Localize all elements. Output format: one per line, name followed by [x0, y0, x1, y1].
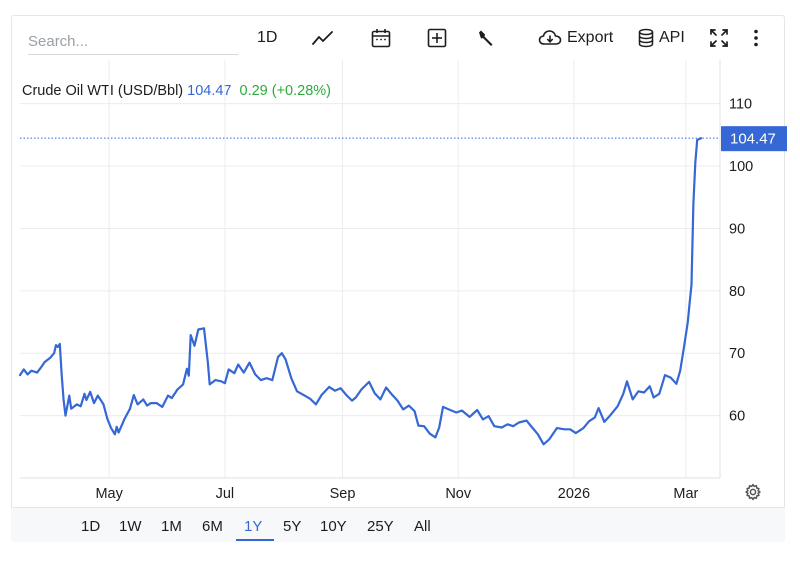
legend-change: 0.29 (+0.28%)	[239, 83, 332, 99]
chart-settings-button[interactable]	[744, 483, 762, 506]
more-vertical-icon	[754, 29, 758, 47]
y-tick-label: 100	[729, 159, 753, 175]
y-tick-label: 90	[729, 221, 745, 237]
api-label: API	[659, 29, 685, 46]
wrench-icon	[479, 30, 493, 46]
y-tick-label: 70	[729, 346, 745, 362]
last-price-label: 104.47	[730, 131, 776, 148]
cloud-download-icon	[538, 30, 562, 45]
active-range-indicator	[236, 539, 274, 541]
chart-widget	[11, 15, 785, 542]
api-button[interactable]: API	[638, 25, 685, 51]
calendar-icon	[371, 29, 391, 48]
price-series-line	[18, 137, 703, 446]
last-price-tag	[721, 126, 787, 152]
interval-label: 1D	[257, 29, 278, 46]
indicators-button[interactable]	[476, 25, 496, 51]
y-tick-label: 110	[729, 97, 752, 113]
line-chart-icon	[312, 31, 333, 45]
toolbar: 1D Export	[11, 15, 785, 61]
x-tick-label: Mar	[673, 486, 698, 502]
y-tick-label: 60	[729, 409, 745, 425]
export-button[interactable]: Export	[538, 25, 613, 51]
chart-type-button[interactable]	[312, 25, 334, 51]
more-menu-button[interactable]	[753, 25, 759, 51]
fullscreen-button[interactable]	[709, 25, 729, 51]
instrument-name: Crude Oil WTI (USD/Bbl)	[22, 83, 184, 99]
interval-button[interactable]: 1D	[257, 25, 277, 51]
range-5y[interactable]: 5Y	[283, 518, 302, 535]
range-10y[interactable]: 10Y	[320, 518, 347, 535]
range-selector: 1D 1W 1M 6M 1Y 5Y 10Y 25Y All	[11, 507, 785, 542]
date-range-button[interactable]	[371, 25, 391, 51]
range-1y[interactable]: 1Y	[244, 518, 263, 535]
range-all[interactable]: All	[414, 518, 431, 535]
gear-icon	[745, 483, 761, 501]
range-1m[interactable]: 1M	[161, 518, 182, 535]
x-tick-label: Nov	[445, 486, 472, 502]
range-1d[interactable]: 1D	[81, 518, 101, 535]
chart-legend: Crude Oil WTI (USD/Bbl) 104.47 0.29 (+0.28…	[22, 83, 331, 99]
y-tick-label: 80	[729, 284, 745, 300]
fullscreen-icon	[710, 29, 728, 47]
export-label: Export	[567, 29, 614, 46]
database-icon	[638, 28, 654, 48]
x-tick-label: Sep	[330, 486, 356, 502]
search-input[interactable]	[28, 30, 238, 55]
compare-button[interactable]	[427, 25, 447, 51]
x-tick-label: Jul	[216, 486, 235, 502]
range-1w[interactable]: 1W	[119, 518, 142, 535]
legend-price: 104.47	[187, 83, 232, 99]
range-6m[interactable]: 6M	[202, 518, 223, 535]
range-25y[interactable]: 25Y	[367, 518, 394, 535]
x-tick-label: 2026	[558, 486, 590, 502]
x-tick-label: May	[95, 486, 123, 502]
plus-square-icon	[427, 28, 447, 48]
